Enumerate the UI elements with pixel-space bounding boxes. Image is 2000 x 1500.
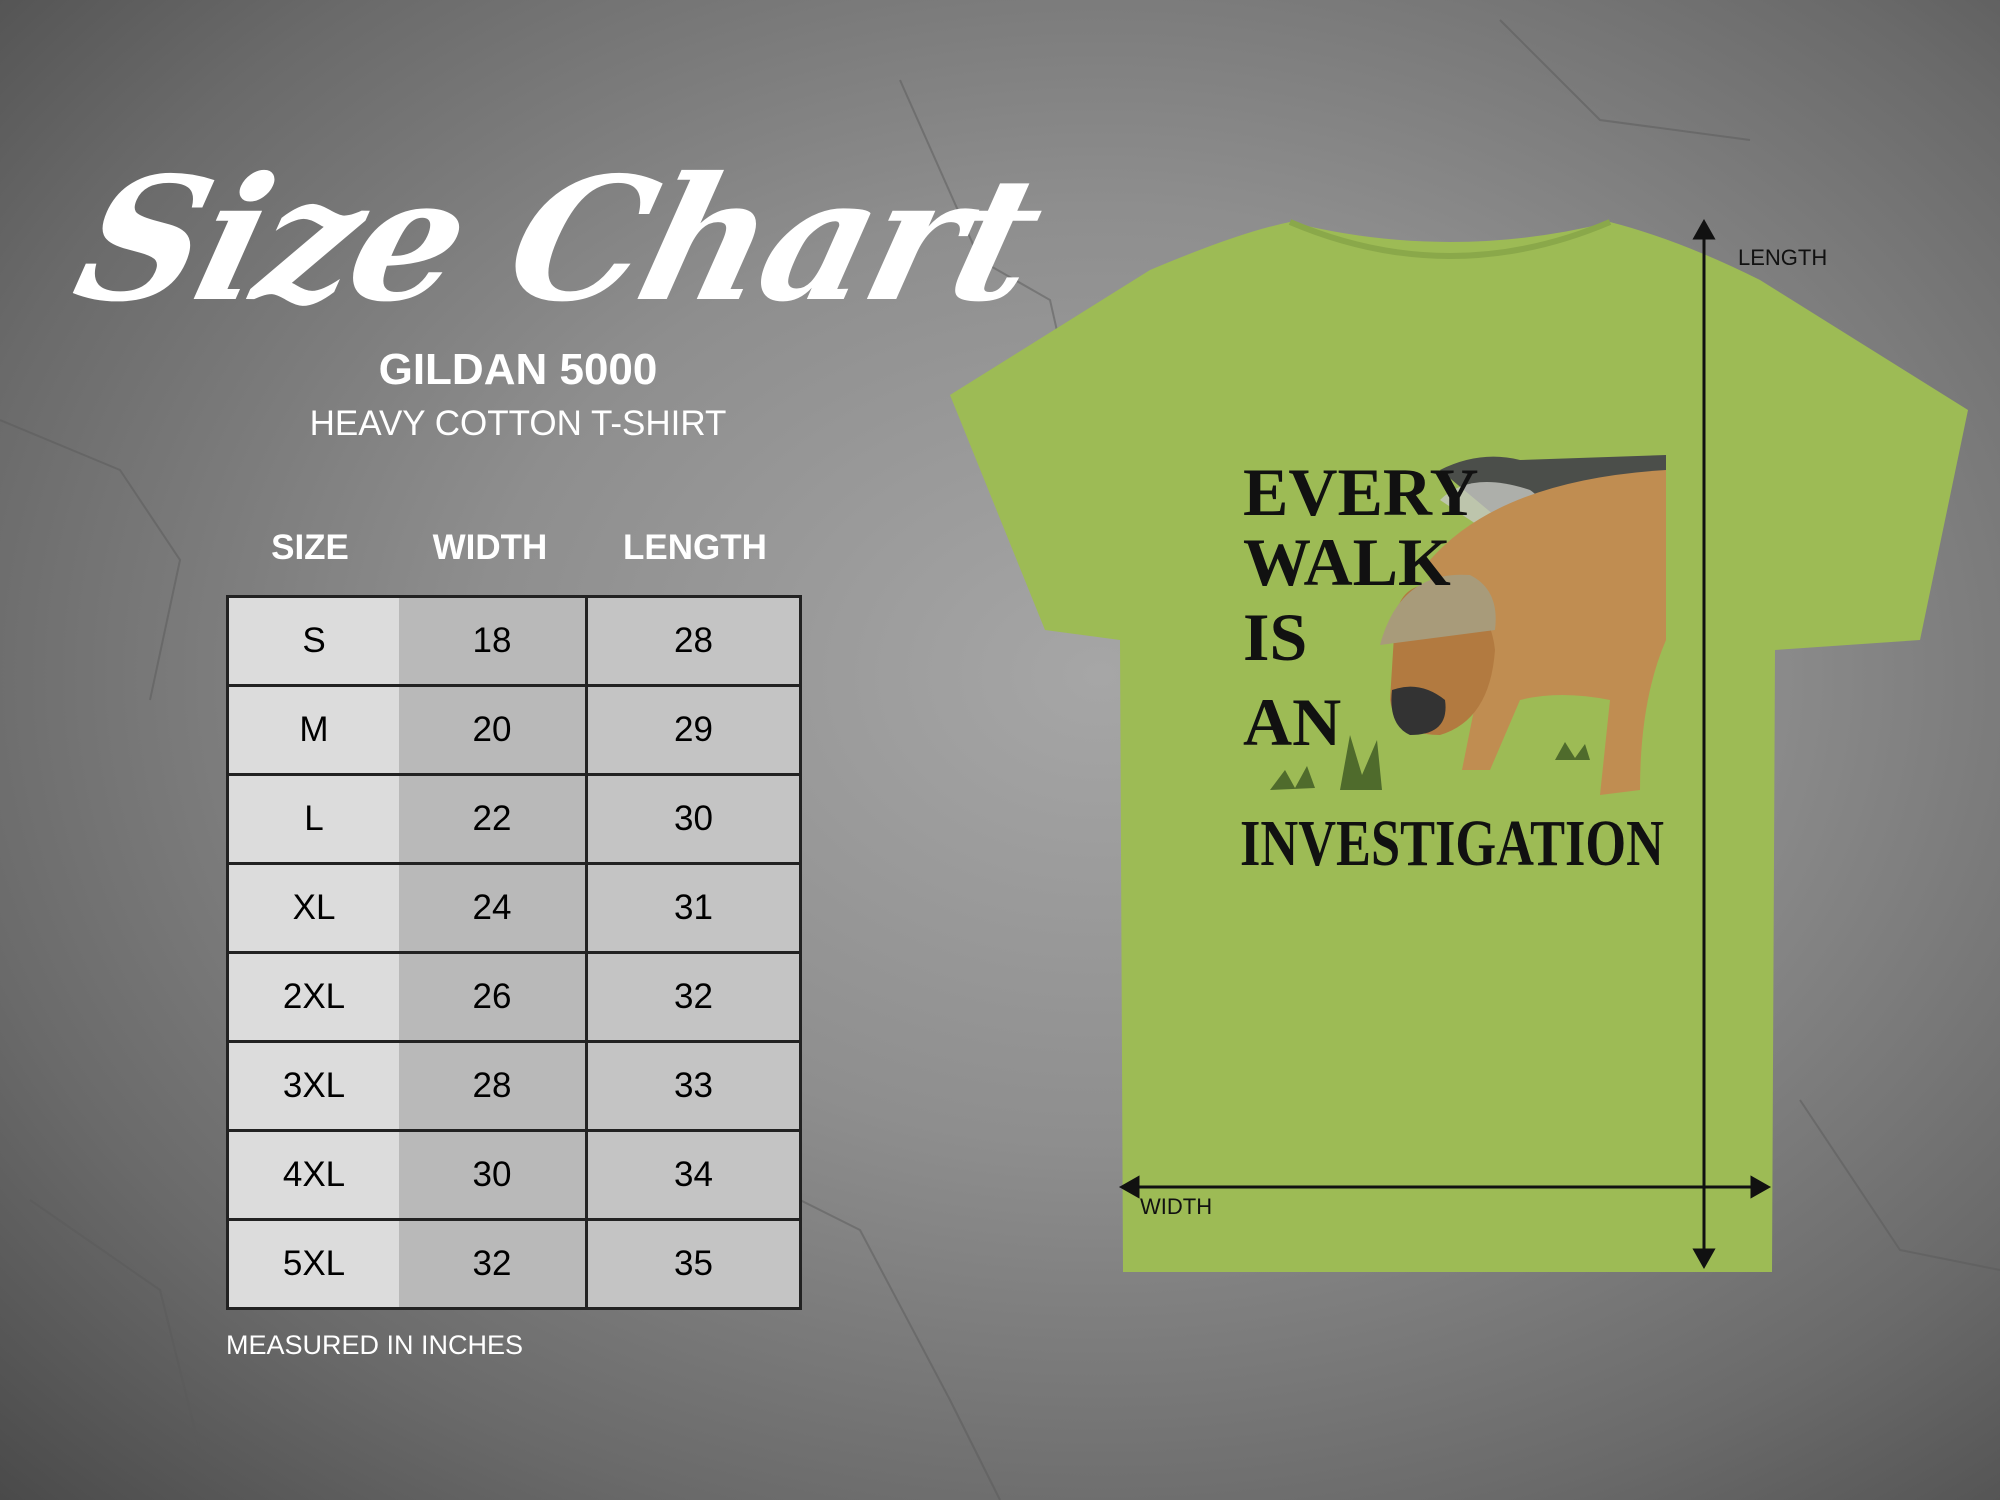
size-cell: S (226, 595, 399, 687)
design-line: INVESTIGATION (1240, 807, 1664, 880)
size-cell: 2XL (226, 951, 399, 1043)
design-line: EVERY (1243, 454, 1479, 530)
width-cell: 24 (399, 862, 588, 954)
measurement-note: MEASURED IN INCHES (226, 1330, 524, 1360)
size-cell: 5XL (226, 1218, 399, 1310)
length-cell: 34 (585, 1129, 802, 1221)
width-cell: 28 (399, 1040, 588, 1132)
length-cell: 35 (585, 1218, 802, 1310)
product-name: HEAVY COTTON T-SHIRT (309, 404, 727, 443)
length-cell: 28 (585, 595, 802, 687)
length-cell: 32 (585, 951, 802, 1043)
collar (1288, 219, 1612, 259)
length-cell: 29 (585, 684, 802, 776)
table-row: 5XL 32 35 (226, 1218, 802, 1310)
width-cell: 20 (399, 684, 588, 776)
width-label: WIDTH (1140, 1194, 1212, 1219)
size-cell: M (226, 684, 399, 776)
size-cell: L (226, 773, 399, 865)
design-line: AN (1243, 684, 1341, 760)
width-cell: 26 (399, 951, 588, 1043)
length-label: LENGTH (1738, 245, 1827, 270)
size-table: S 18 28 M 20 29 L 22 30 XL 24 31 2XL 26 32 3XL 28 33 4XL 30… (226, 595, 802, 1310)
width-arrowheads (1118, 1175, 1772, 1199)
table-row: L 22 30 (226, 773, 802, 865)
length-cell: 33 (585, 1040, 802, 1132)
table-row: S 18 28 (226, 595, 802, 687)
header-size: SIZE (271, 528, 349, 567)
dog-illustration (1270, 455, 1666, 795)
design-line: WALK (1243, 524, 1451, 600)
table-row: M 20 29 (226, 684, 802, 776)
header-length: LENGTH (623, 528, 767, 567)
table-row: 4XL 30 34 (226, 1129, 802, 1221)
size-cell: XL (226, 862, 399, 954)
table-row: XL 24 31 (226, 862, 802, 954)
tshirt-body (950, 222, 1968, 1272)
design-line: IS (1243, 599, 1307, 675)
size-cell: 3XL (226, 1040, 399, 1132)
length-cell: 30 (585, 773, 802, 865)
product-brand: GILDAN 5000 (378, 345, 658, 394)
length-arrowheads (1692, 218, 1716, 1270)
width-cell: 30 (399, 1129, 588, 1221)
width-cell: 32 (399, 1218, 588, 1310)
length-cell: 31 (585, 862, 802, 954)
size-cell: 4XL (226, 1129, 399, 1221)
shirt-design-text: EVERY WALK IS AN INVESTIGATION (1240, 454, 1664, 880)
table-row: 3XL 28 33 (226, 1040, 802, 1132)
width-cell: 18 (399, 595, 588, 687)
width-cell: 22 (399, 773, 588, 865)
table-row: 2XL 26 32 (226, 951, 802, 1043)
header-width: WIDTH (432, 528, 548, 567)
